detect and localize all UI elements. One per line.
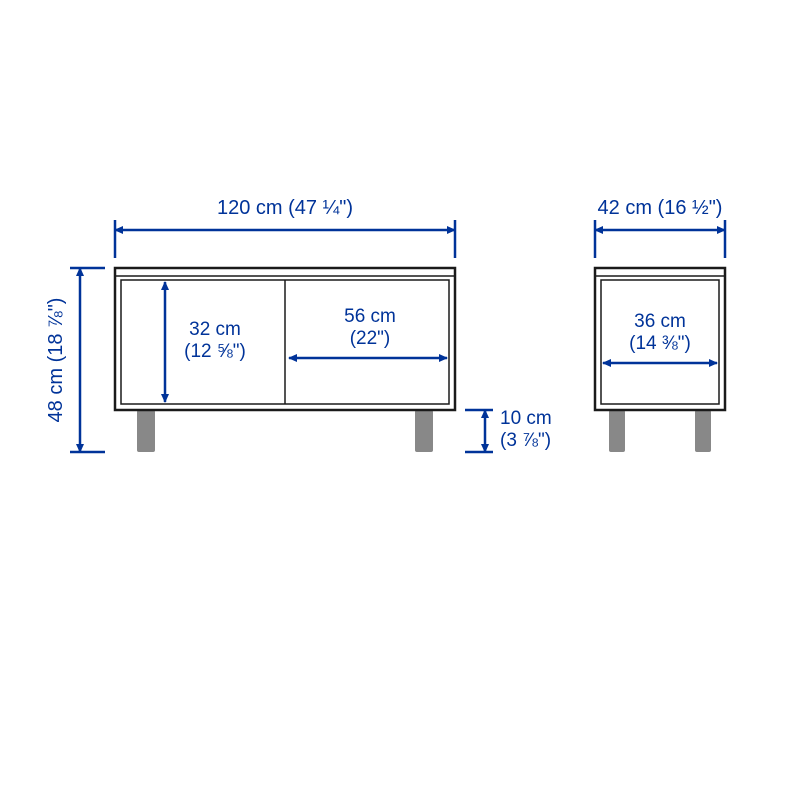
dim-door-h2: (12 ⅝")	[184, 341, 246, 362]
dim-depth-label: 42 cm (16 ½")	[598, 197, 723, 219]
front-leg-left	[137, 410, 155, 452]
side-leg-right	[695, 410, 711, 452]
dim-height-label: 48 cm (18 ⅞")	[45, 298, 67, 423]
dim-door-w2: (22")	[350, 328, 391, 349]
dim-leg-h1: 10 cm	[500, 408, 552, 429]
dim-leg-h2: (3 ⅞")	[500, 430, 551, 451]
dimension-diagram: 120 cm (47 ¼") 42 cm (16 ½") 48 cm (18 ⅞")…	[0, 0, 790, 790]
dim-width-label: 120 cm (47 ¼")	[217, 197, 353, 219]
dim-door-h1: 32 cm	[189, 319, 241, 340]
side-leg-left	[609, 410, 625, 452]
front-leg-right	[415, 410, 433, 452]
dim-inner-w2: (14 ⅜")	[629, 333, 691, 354]
dim-door-w1: 56 cm	[344, 306, 396, 327]
dim-inner-w1: 36 cm	[634, 311, 686, 332]
